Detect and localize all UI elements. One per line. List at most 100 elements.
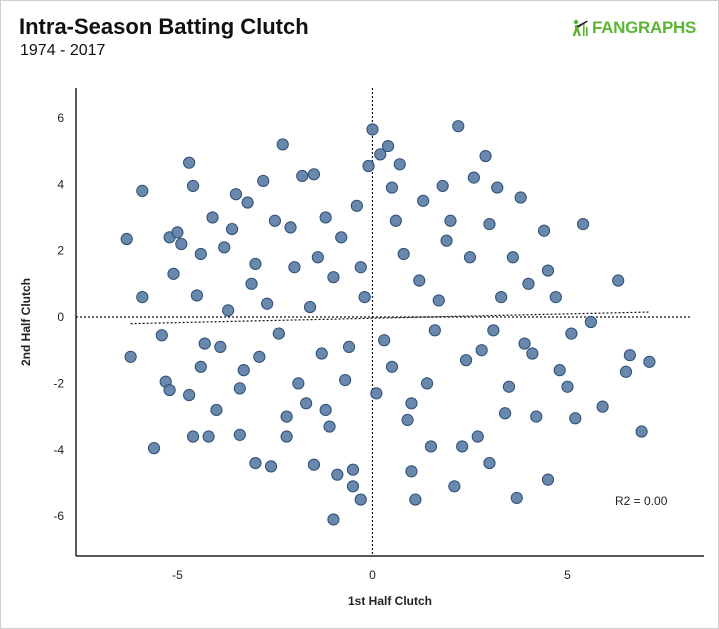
- y-tick-label: 4: [57, 177, 64, 191]
- data-point: [506, 251, 519, 264]
- data-point: [319, 403, 332, 417]
- data-point: [420, 377, 434, 390]
- data-point: [530, 410, 543, 423]
- data-point: [381, 139, 395, 153]
- trendline: [130, 311, 650, 325]
- data-point: [268, 214, 282, 227]
- y-tick-label: -6: [53, 509, 64, 523]
- data-point: [296, 169, 309, 183]
- axes: -5 0 5 -6 -4 -2 0 2 4 6: [53, 88, 704, 582]
- y-tick-label: 0: [57, 310, 64, 324]
- data-point: [358, 291, 371, 304]
- data-point: [452, 120, 465, 133]
- data-point: [623, 349, 636, 362]
- logo-text: FANGRAPHS: [592, 18, 697, 37]
- data-point: [436, 179, 449, 193]
- data-point: [136, 291, 149, 304]
- data-point: [514, 191, 527, 204]
- data-point: [323, 420, 336, 433]
- data-point: [253, 350, 266, 363]
- data-point: [307, 168, 321, 181]
- data-point: [327, 271, 340, 284]
- data-point: [374, 148, 387, 161]
- data-point: [288, 261, 301, 274]
- data-point: [222, 304, 235, 317]
- data-point: [303, 300, 317, 314]
- data-point: [225, 222, 239, 236]
- data-point: [424, 440, 438, 453]
- data-point: [280, 410, 293, 423]
- data-point: [456, 440, 469, 453]
- data-point: [370, 387, 383, 400]
- y-tick-label: -2: [53, 376, 64, 390]
- fangraphs-logo: FANGRAPHS: [570, 18, 696, 38]
- data-point: [417, 194, 430, 207]
- data-point: [335, 231, 348, 244]
- data-point: [584, 315, 597, 329]
- data-point: [553, 364, 566, 377]
- fangraphs-batter-icon: [572, 19, 588, 36]
- x-tick-label: 5: [564, 568, 571, 582]
- y-tick-label: 6: [57, 111, 64, 125]
- data-point: [210, 403, 223, 417]
- data-point: [311, 251, 324, 264]
- data-point: [596, 400, 609, 413]
- data-points: [120, 120, 656, 526]
- data-point: [475, 344, 488, 357]
- overlay: [130, 311, 650, 325]
- data-point: [366, 123, 379, 136]
- data-point: [498, 407, 512, 420]
- y-tick-label: 2: [57, 244, 64, 258]
- data-point: [241, 196, 254, 209]
- data-point: [183, 388, 196, 402]
- chart-title: Intra-Season Batting Clutch: [19, 14, 309, 39]
- data-point: [206, 211, 219, 224]
- data-point: [276, 138, 289, 151]
- data-point: [300, 397, 313, 410]
- data-point: [389, 214, 402, 227]
- data-point: [218, 241, 231, 254]
- data-point: [491, 181, 504, 194]
- data-point: [440, 234, 453, 247]
- data-point: [565, 327, 578, 340]
- chart-subtitle: 1974 - 2017: [20, 42, 106, 59]
- data-point: [339, 373, 352, 387]
- data-point: [537, 224, 551, 237]
- data-point: [432, 294, 445, 307]
- data-point: [561, 380, 574, 393]
- data-point: [155, 329, 168, 342]
- data-point: [495, 291, 508, 304]
- data-point: [261, 297, 274, 310]
- data-point: [136, 184, 149, 197]
- data-point: [186, 179, 200, 193]
- data-point: [194, 360, 207, 373]
- data-point: [444, 214, 457, 227]
- y-tick-label: -4: [53, 443, 64, 457]
- data-point: [471, 430, 484, 443]
- data-point: [522, 277, 535, 290]
- data-point: [385, 181, 399, 194]
- data-point: [214, 340, 227, 353]
- data-point: [635, 425, 648, 438]
- data-point: [319, 211, 332, 224]
- data-point: [327, 513, 340, 526]
- data-point: [249, 257, 262, 271]
- data-point: [378, 334, 391, 347]
- data-point: [124, 350, 137, 363]
- data-point: [518, 337, 531, 350]
- data-point: [354, 493, 367, 506]
- data-point: [346, 480, 360, 493]
- data-point: [237, 364, 250, 377]
- data-point: [354, 261, 367, 274]
- data-point: [167, 267, 180, 280]
- data-point: [463, 251, 477, 264]
- data-point: [510, 491, 523, 505]
- data-point: [175, 237, 188, 251]
- data-point: [397, 247, 410, 261]
- data-point: [405, 465, 418, 478]
- data-point: [526, 347, 539, 360]
- data-point: [163, 383, 176, 397]
- data-point: [549, 291, 562, 304]
- data-point: [233, 428, 246, 441]
- data-point: [315, 347, 328, 360]
